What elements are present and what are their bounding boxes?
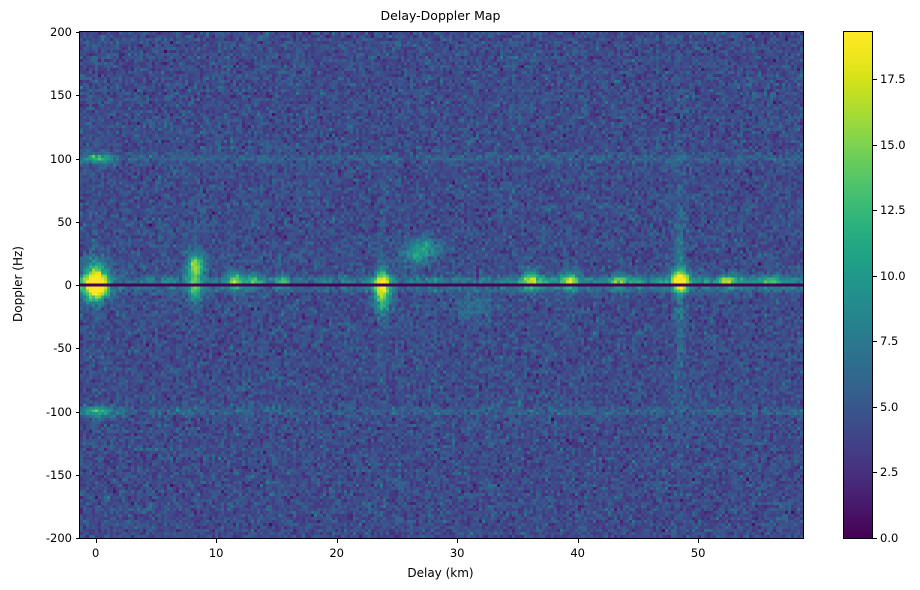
colorbar-tick-label: 10.0 [880,268,906,283]
x-tick-label: 40 [570,546,585,560]
x-tick-label: 10 [208,546,224,560]
x-tick-mark [457,539,459,543]
y-tick-label: 200 [50,25,72,39]
x-tick-mark [336,539,338,543]
colorbar-tick-label: 17.5 [880,72,906,87]
colorbar-tick-mark [873,144,877,146]
colorbar-tick-mark [873,341,877,343]
colorbar-tick-mark [873,275,877,277]
y-tick-label: 150 [50,88,72,103]
x-tick-mark [698,539,700,543]
colorbar-tick-label: 0.0 [880,531,899,545]
y-tick-label: -150 [45,467,72,482]
y-tick-label: 50 [57,214,72,229]
y-axis-label-holder: Doppler (Hz) [11,0,25,590]
colorbar-gradient [844,32,872,538]
x-tick-label: 0 [91,546,100,560]
x-tick-label: 50 [690,546,706,560]
colorbar-tick-label: 5.0 [880,399,899,414]
colorbar-tick-label: 12.5 [880,203,906,218]
colorbar-tick-mark [873,210,877,212]
x-tick-mark [95,539,97,543]
heatmap-image [80,32,803,538]
y-tick-label: -50 [53,341,72,356]
x-axis-label: Delay (km) [407,566,474,580]
x-tick-label: 30 [449,546,465,560]
colorbar-tick-mark [873,472,877,474]
delay-doppler-heatmap-axes[interactable] [79,31,804,539]
colorbar-tick-label: 2.5 [880,465,899,480]
colorbar-tick-mark [873,538,877,539]
x-tick-mark [577,539,579,543]
y-tick-label: -200 [45,531,72,545]
x-tick-mark [216,539,218,543]
colorbar-tick-label: 7.5 [880,334,899,349]
y-tick-label: -100 [45,404,72,419]
colorbar-tick-label: 15.0 [880,137,906,152]
colorbar[interactable] [843,31,873,539]
colorbar-tick-mark [873,79,877,81]
y-axis-label: Doppler (Hz) [11,246,25,322]
colorbar-tick-mark [873,406,877,408]
y-tick-label: 100 [50,151,72,166]
x-tick-label: 20 [329,546,344,560]
page-title: Delay-Doppler Map [380,8,501,23]
